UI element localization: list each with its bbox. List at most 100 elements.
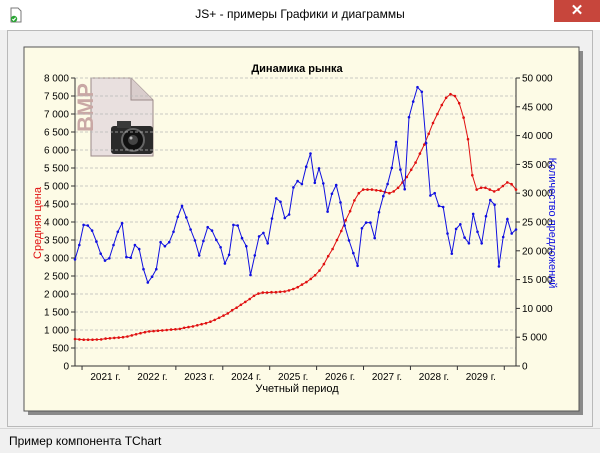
quantity-point bbox=[142, 267, 145, 271]
price-point bbox=[187, 325, 190, 329]
price-point bbox=[379, 189, 382, 192]
quantity-point bbox=[471, 212, 475, 216]
price-point bbox=[431, 121, 435, 125]
quantity-point bbox=[369, 221, 372, 224]
quantity-point bbox=[347, 239, 351, 242]
price-point bbox=[331, 247, 334, 251]
price-point bbox=[278, 290, 282, 294]
series-quantity bbox=[73, 85, 518, 284]
title-bar[interactable]: JS+ - примеры Графики и диаграммы ✕ bbox=[0, 0, 600, 30]
series-price bbox=[73, 92, 518, 342]
chart: Динамика рынка BMP 0 500 1 000 1 500 2 000 2 … bbox=[23, 46, 583, 415]
price-point bbox=[252, 294, 256, 298]
y-left-tick-label: 7 500 bbox=[44, 92, 69, 103]
price-point bbox=[510, 182, 513, 186]
quantity-point bbox=[193, 239, 197, 242]
y-right-tick-label: 10 000 bbox=[522, 304, 553, 315]
x-tick-label: 2021 г. bbox=[90, 372, 120, 383]
quantity-point bbox=[120, 221, 124, 225]
quantity-point bbox=[330, 192, 334, 196]
quantity-point bbox=[146, 281, 150, 284]
y-right-tick-label: 0 bbox=[522, 362, 528, 373]
quantity-point bbox=[262, 231, 265, 235]
price-point bbox=[161, 329, 164, 332]
price-point bbox=[204, 321, 208, 325]
price-point bbox=[265, 291, 269, 294]
quantity-point bbox=[176, 215, 180, 219]
quantity-point bbox=[373, 236, 377, 240]
price-point bbox=[274, 290, 278, 294]
y-right-tick-label: 50 000 bbox=[522, 74, 553, 85]
y-left-tick-label: 4 000 bbox=[44, 218, 69, 229]
price-point bbox=[444, 96, 448, 100]
quantity-point bbox=[437, 204, 441, 208]
price-point bbox=[361, 188, 365, 191]
quantity-point bbox=[155, 267, 158, 271]
price-point bbox=[121, 335, 125, 339]
y-right-tick-label: 25 000 bbox=[522, 218, 553, 229]
y-left-tick-label: 8 000 bbox=[44, 74, 69, 85]
price-point bbox=[313, 274, 317, 277]
price-point bbox=[353, 199, 356, 202]
price-point bbox=[217, 316, 221, 320]
quantity-point bbox=[364, 221, 368, 224]
price-point bbox=[283, 290, 286, 293]
price-point bbox=[174, 328, 177, 331]
price-point bbox=[104, 337, 107, 340]
quantity-point bbox=[108, 257, 111, 260]
quantity-point bbox=[493, 203, 496, 206]
price-point bbox=[244, 300, 247, 304]
quantity-point bbox=[433, 191, 437, 195]
quantity-point bbox=[116, 230, 120, 234]
price-point bbox=[152, 329, 155, 333]
price-point bbox=[270, 290, 273, 294]
y-left-tick-label: 1 500 bbox=[44, 308, 69, 319]
quantity-point bbox=[501, 235, 505, 239]
axes bbox=[71, 77, 520, 370]
close-button[interactable]: ✕ bbox=[554, 0, 600, 22]
quantity-point bbox=[339, 201, 342, 204]
y-left-tick-label: 7 000 bbox=[44, 110, 69, 121]
quantity-point bbox=[227, 253, 231, 257]
quantity-point bbox=[420, 90, 424, 94]
price-point bbox=[165, 328, 168, 332]
price-point bbox=[209, 320, 212, 324]
quantity-point bbox=[185, 216, 188, 219]
price-point bbox=[466, 137, 470, 141]
y-left-tick-label: 6 000 bbox=[44, 146, 69, 157]
price-point bbox=[117, 336, 120, 339]
y-right-tick-label: 30 000 bbox=[522, 189, 553, 200]
price-point bbox=[169, 328, 173, 331]
price-point bbox=[409, 168, 413, 172]
quantity-point bbox=[394, 140, 398, 144]
quantity-point bbox=[343, 224, 347, 227]
price-point bbox=[335, 238, 339, 242]
chart-title: Динамика рынка bbox=[251, 63, 343, 75]
quantity-point bbox=[497, 265, 501, 268]
price-point bbox=[392, 190, 396, 193]
quantity-point bbox=[356, 264, 359, 268]
price-point bbox=[414, 161, 417, 164]
svg-text:BMP: BMP bbox=[73, 83, 98, 132]
quantity-point bbox=[206, 225, 209, 229]
quantity-point bbox=[210, 229, 214, 232]
quantity-point bbox=[322, 182, 325, 185]
price-point bbox=[440, 103, 444, 107]
quantity-point bbox=[296, 179, 299, 183]
price-point bbox=[99, 338, 103, 341]
x-tick-label: 2022 г. bbox=[137, 372, 167, 383]
y-right-tick-label: 20 000 bbox=[522, 246, 553, 257]
quantity-point bbox=[403, 187, 407, 191]
quantity-point bbox=[300, 182, 304, 186]
price-point bbox=[340, 229, 343, 233]
price-point bbox=[375, 189, 378, 192]
x-tick-label: 2025 г. bbox=[278, 372, 308, 383]
price-point bbox=[213, 318, 216, 322]
price-point bbox=[497, 188, 500, 191]
quantity-point bbox=[450, 252, 454, 255]
price-point bbox=[322, 262, 326, 266]
gridlines bbox=[75, 77, 516, 349]
x-tick-label: 2028 г. bbox=[419, 372, 449, 383]
quantity-point bbox=[78, 243, 81, 247]
